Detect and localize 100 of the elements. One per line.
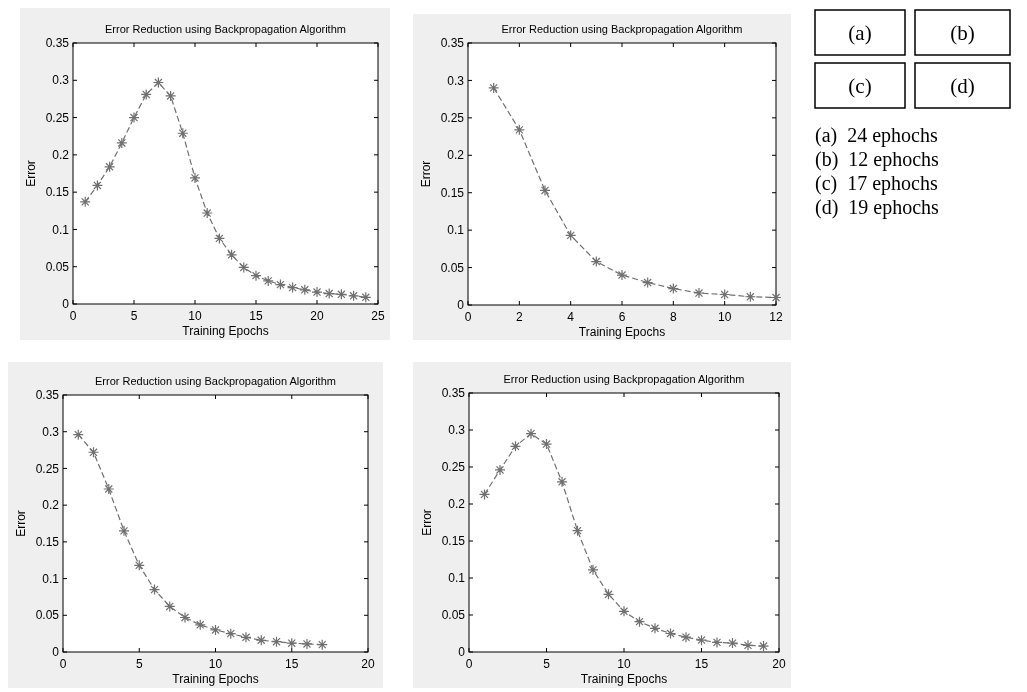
point [72,429,84,441]
x-axis-title: Training Epochs [578,325,666,339]
point [238,261,250,274]
x-tick-label: 5 [130,309,138,323]
x-tick-label: 15 [285,657,299,671]
y-tick-label: 0.3 [448,423,466,438]
x-tick-label: 10 [188,309,202,323]
x-tick-label: 12 [769,310,783,324]
y-tick-label: 0.1 [448,571,466,586]
x-axis-title: Training Epochs [182,324,269,338]
point [744,291,756,303]
point [209,624,222,636]
y-tick-label: 0.15 [35,535,60,550]
point [311,286,323,298]
point [348,290,360,302]
point [104,161,116,173]
y-tick-label: 0.2 [447,148,465,163]
y-tick-label: 0 [62,297,70,312]
text: (a) [848,21,872,45]
x-tick-label: 2 [515,310,523,324]
point [128,111,140,124]
point [179,611,191,624]
point [719,288,731,301]
y-tick-label: 0.35 [35,388,60,403]
point [711,636,723,648]
y-tick-label: 0.25 [45,110,70,125]
point [299,284,311,296]
y-tick-label: 0.15 [440,185,465,200]
point [79,196,91,208]
point [602,588,615,600]
point [250,270,262,282]
point [189,172,201,184]
point [286,637,298,649]
x-tick-label: 15 [694,657,709,671]
point [587,564,599,576]
point [118,525,130,537]
point [133,559,145,571]
point [148,583,161,596]
chart-title: Error Reduction using Backpropagation Algorithm [105,23,346,35]
x-tick-label: 6 [618,310,626,324]
y-tick-label: 0.3 [42,424,60,439]
point [742,639,754,651]
x-tick-label: 25 [371,309,385,323]
point [488,82,500,94]
point [116,137,128,149]
point [225,628,237,640]
y-axis-title: Error [14,510,28,537]
point [287,281,299,294]
point [539,184,551,197]
x-tick-label: 20 [310,309,324,323]
chart-title: Error Reduction using Backpropagation Algorithm [503,373,745,385]
y-tick-label: 0.35 [45,36,70,51]
point [649,622,661,634]
x-axis-title: Training Epochs [580,672,668,686]
point [693,287,705,299]
point [335,288,347,300]
point [177,127,189,139]
point [201,207,213,219]
point [240,631,252,643]
y-tick-label: 0.2 [448,497,466,512]
x-tick-label: 4 [567,310,575,324]
x-tick-label: 10 [208,657,223,671]
y-tick-label: 0.05 [45,259,70,274]
point [103,483,115,495]
point [274,279,286,291]
x-tick-label: 5 [135,657,143,671]
y-tick-label: 0.15 [45,185,70,200]
y-axis-title: Error [420,509,434,536]
y-tick-label: 0.2 [42,498,60,513]
point [478,488,491,500]
point [642,276,654,289]
point [255,634,267,646]
x-tick-label: 5 [543,657,551,671]
y-tick-label: 0.1 [42,571,60,586]
x-tick-label: 20 [361,657,375,671]
x-tick-label: 20 [772,657,786,671]
point [140,88,152,101]
point [164,600,176,613]
point [165,90,177,102]
point [360,291,372,303]
text: (a) 24 ephochs [815,124,938,147]
y-tick-label: 0.3 [52,73,70,88]
point [194,619,206,631]
y-tick-label: 0.1 [447,223,465,238]
text: (d) 19 ephochs [815,196,940,219]
x-tick-label: 15 [249,309,263,323]
x-tick-label: 8 [669,310,677,324]
chart-title: Error Reduction using Backpropagation Algorithm [501,23,743,35]
x-tick-label: 10 [617,657,631,671]
point [590,255,602,268]
point [664,627,677,640]
y-tick-label: 0.35 [440,36,465,51]
point [571,525,584,537]
point [513,124,525,136]
text: (d) [950,74,975,98]
point [525,428,537,440]
point [667,282,679,295]
y-tick-label: 0 [52,645,60,660]
point [226,249,238,261]
chart-title: Error Reduction using Backpropagation Algorithm [95,375,336,387]
